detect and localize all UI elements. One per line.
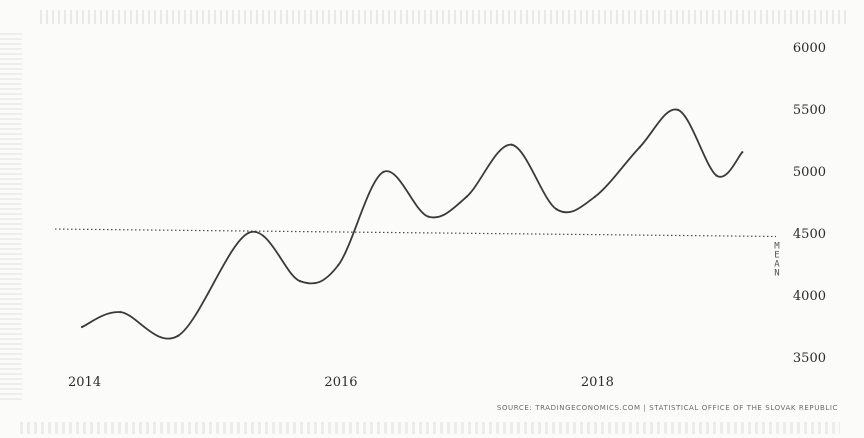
- data-point: [677, 108, 680, 112]
- data-point: [177, 334, 180, 337]
- y-tick-label: 5500: [793, 103, 826, 118]
- data-point: [510, 143, 513, 146]
- data-point: [555, 208, 558, 211]
- mean-label-letter: E: [774, 250, 779, 260]
- series-line: [81, 108, 744, 340]
- data-point: [465, 195, 468, 198]
- scan-noise-bottom: [20, 422, 840, 434]
- data-point: [427, 215, 430, 218]
- series-layer: [80, 108, 744, 340]
- x-tick-label: 2016: [324, 375, 357, 390]
- scan-noise-top: [40, 10, 850, 24]
- data-point: [247, 231, 250, 234]
- y-tick-label: 4000: [793, 289, 826, 304]
- mean-label-letter: M: [774, 241, 780, 251]
- data-point: [298, 279, 302, 283]
- y-tick-label: 4500: [793, 227, 826, 242]
- data-point: [382, 170, 385, 174]
- scan-noise-left: [0, 30, 22, 400]
- data-point: [119, 310, 122, 314]
- x-axis-tick-labels: 2014 2016 2018: [68, 375, 614, 390]
- data-point: [593, 195, 597, 198]
- data-point: [337, 263, 340, 267]
- x-tick-label: 2018: [581, 375, 614, 390]
- data-point: [638, 146, 641, 149]
- mean-label-letter: A: [774, 259, 780, 269]
- y-tick-label: 5000: [793, 165, 826, 180]
- mean-label-letter: N: [774, 268, 779, 278]
- y-tick-label: 6000: [793, 41, 826, 56]
- y-axis-tick-labels: 3500 4000 4500 5000 5500 6000: [793, 41, 826, 366]
- data-point: [80, 325, 84, 329]
- y-tick-label: 3500: [793, 351, 826, 366]
- source-note: SOURCE: TRADINGECONOMICS.COM | STATISTIC…: [497, 404, 838, 412]
- data-point: [741, 151, 744, 154]
- mean-reference-line: [54, 228, 777, 238]
- x-tick-label: 2014: [68, 375, 101, 390]
- data-point: [715, 174, 718, 177]
